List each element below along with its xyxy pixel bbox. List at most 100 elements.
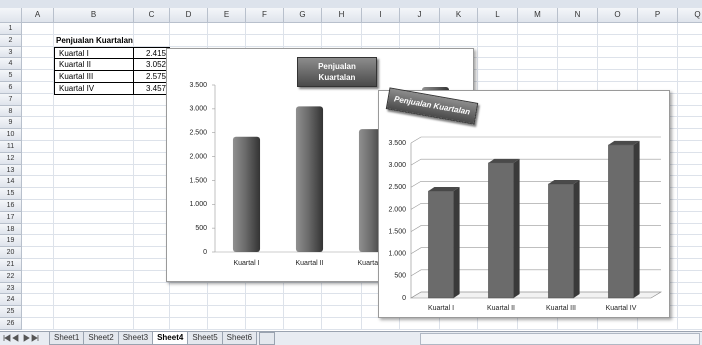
grid-line (410, 247, 661, 254)
y-tick-label: 1.000 (189, 201, 207, 208)
column-header[interactable]: L (478, 8, 518, 23)
bar (428, 190, 454, 299)
column-header[interactable]: C (134, 8, 170, 23)
row-header[interactable]: 18 (0, 223, 22, 236)
row-header[interactable]: 26 (0, 318, 22, 330)
y-tick-label: 3.500 (189, 82, 207, 89)
tab-navigation[interactable] (0, 332, 50, 344)
toolbar-edge (0, 0, 702, 8)
column-header[interactable]: O (598, 8, 638, 23)
y-tick-label: 1.000 (388, 251, 406, 258)
y-tick-label: 3.000 (388, 162, 406, 169)
chart-2-svg: 0 500 1.000 1.500 2.000 2.500 3.000 3.500 Kuarta… (388, 136, 663, 312)
row-header[interactable]: 5 (0, 70, 22, 82)
y-tick-label: 1.500 (189, 177, 207, 184)
y-tick-label: 3.000 (189, 106, 207, 113)
y-tick-label: 500 (394, 273, 406, 280)
bar-top (488, 158, 520, 163)
column-header[interactable]: D (170, 8, 208, 23)
column-header[interactable]: M (518, 8, 558, 23)
row-header[interactable]: 21 (0, 259, 22, 271)
row-header[interactable]: 22 (0, 270, 22, 283)
grid-line (410, 225, 661, 232)
y-tick-label: 0 (203, 249, 207, 256)
row-header[interactable]: 20 (0, 247, 22, 259)
chart-2[interactable]: 0 500 1.000 1.500 2.000 2.500 3.000 3.500 Kuarta… (378, 87, 670, 318)
column-header[interactable]: F (246, 8, 284, 23)
bar (232, 136, 261, 252)
new-sheet-tab[interactable] (259, 332, 276, 345)
row-header[interactable]: 24 (0, 294, 22, 307)
x-tick-label: Kuartal IV (606, 305, 637, 312)
column-header[interactable]: E (208, 8, 246, 23)
grid-line (410, 158, 661, 166)
column-header[interactable]: K (440, 8, 478, 23)
row-header[interactable]: 12 (0, 152, 22, 165)
row-gridline (22, 281, 702, 283)
row-header[interactable]: 4 (0, 58, 22, 71)
y-tick-label: 2.500 (189, 130, 207, 137)
row-gridline (22, 293, 702, 295)
row-header[interactable]: 10 (0, 129, 22, 141)
row-header[interactable]: 9 (0, 117, 22, 130)
sheet-tab[interactable]: Sheet5 (187, 332, 223, 345)
row-header[interactable]: 7 (0, 93, 22, 106)
row-header[interactable]: 1 (0, 23, 22, 35)
column-header[interactable]: B (54, 8, 134, 23)
bar-top (548, 179, 580, 184)
bar-top (608, 140, 640, 145)
sheet-tabs: Sheet1 Sheet2 Sheet3 Sheet4 Sheet5 Sheet6 (49, 332, 258, 345)
row-header[interactable]: 6 (0, 82, 22, 94)
x-tick-label: Kuartal I (428, 305, 454, 312)
sheet-tab[interactable]: Sheet2 (83, 332, 119, 345)
table-value-cell: 3.457 (133, 82, 170, 95)
column-header[interactable]: P (638, 8, 678, 23)
bar-side (573, 179, 580, 298)
sheet-tab[interactable]: Sheet6 (221, 332, 258, 345)
sheet-tab[interactable]: Sheet3 (117, 332, 154, 345)
row-header[interactable]: 25 (0, 306, 22, 318)
row-gridline (22, 305, 702, 307)
column-header[interactable]: Q (678, 8, 702, 23)
row-gridline (22, 33, 702, 35)
y-tick-label: 500 (195, 225, 207, 232)
select-all[interactable] (0, 8, 22, 23)
column-header[interactable]: N (558, 8, 598, 23)
grid-line (410, 269, 661, 277)
horizontal-scrollbar[interactable] (420, 333, 700, 345)
x-tick-label: Kuartal III (546, 305, 576, 312)
x-tick-label: Kuartal I (233, 260, 259, 267)
column-header[interactable]: A (22, 8, 54, 23)
bar-side (453, 187, 460, 298)
x-tick-label: Kuartal II (487, 305, 515, 312)
grid-line (410, 180, 661, 188)
grid-line (410, 291, 661, 299)
bar (488, 162, 514, 299)
row-header[interactable]: 16 (0, 200, 22, 212)
row-gridline (22, 328, 702, 330)
sheet-tab[interactable]: Sheet1 (49, 332, 85, 345)
row-header[interactable]: 15 (0, 188, 22, 200)
sheet-tab-bar: Sheet1 Sheet2 Sheet3 Sheet4 Sheet5 Sheet6 (0, 331, 702, 345)
row-header[interactable]: 13 (0, 164, 22, 177)
column-header[interactable]: G (284, 8, 322, 23)
column-gridline (53, 23, 54, 330)
row-header[interactable]: 2 (0, 34, 22, 47)
row-header[interactable]: 19 (0, 235, 22, 248)
x-tick-label: Kuartal III (358, 260, 388, 267)
column-header[interactable]: I (362, 8, 400, 23)
row-header[interactable]: 23 (0, 282, 22, 295)
row-header[interactable]: 17 (0, 211, 22, 224)
bar (548, 183, 574, 299)
table-title: Penjualan Kuartalan (56, 35, 133, 45)
row-header[interactable]: 3 (0, 46, 22, 59)
row-header[interactable]: 8 (0, 105, 22, 118)
row-header[interactable]: 11 (0, 141, 22, 153)
row-gridline (22, 317, 702, 318)
grid-line (410, 136, 661, 144)
row-header[interactable]: 14 (0, 176, 22, 189)
column-header[interactable]: H (322, 8, 362, 23)
sheet-tab[interactable]: Sheet4 (152, 332, 189, 345)
column-header[interactable]: J (400, 8, 440, 23)
y-tick-label: 2.000 (189, 153, 207, 160)
